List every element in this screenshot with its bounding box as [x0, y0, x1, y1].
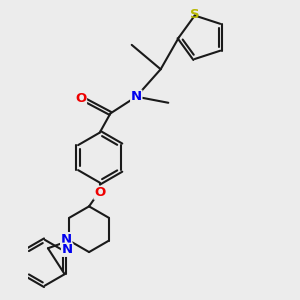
Text: O: O [94, 186, 105, 199]
Text: O: O [75, 92, 86, 105]
Text: N: N [131, 90, 142, 103]
Text: N: N [61, 232, 72, 246]
Text: S: S [190, 8, 200, 20]
Text: N: N [61, 243, 73, 256]
